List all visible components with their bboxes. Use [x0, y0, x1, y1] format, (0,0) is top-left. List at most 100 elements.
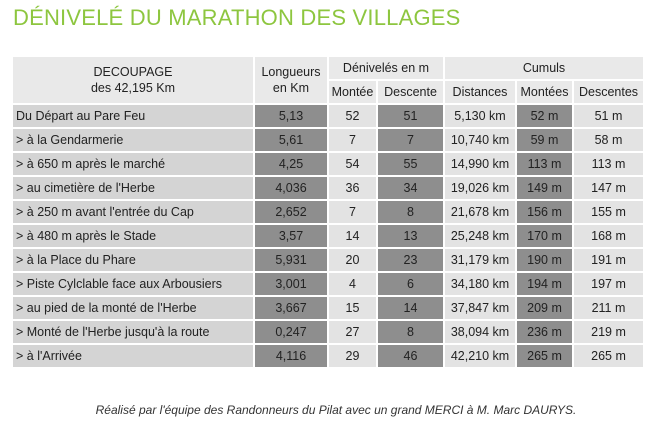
header-deniveles: Dénivelés en m: [329, 57, 443, 79]
table-row: Du Départ au Pare Feu 5,13 52 51 5,130 km 52 …: [13, 105, 643, 127]
row-distance: 25,248 km: [445, 225, 515, 247]
row-distance: 37,847 km: [445, 297, 515, 319]
row-label: > Monté de l'Herbe jusqu'à la route: [13, 321, 253, 343]
row-longueur: 3,57: [255, 225, 327, 247]
row-distance: 5,130 km: [445, 105, 515, 127]
row-distance: 38,094 km: [445, 321, 515, 343]
row-cum-montees: 149 m: [517, 177, 572, 199]
row-cum-descentes: 168 m: [574, 225, 643, 247]
header-row-1: DECOUPAGE des 42,195 Km Longueurs en Km …: [13, 57, 643, 103]
row-label: > à la Gendarmerie: [13, 129, 253, 151]
row-distance: 21,678 km: [445, 201, 515, 223]
row-cum-montees: 113 m: [517, 153, 572, 175]
row-label: > à l'Arrivée: [13, 345, 253, 367]
header-longueurs-line1: Longueurs: [261, 65, 321, 79]
row-longueur: 4,25: [255, 153, 327, 175]
row-montee: 20: [329, 249, 376, 271]
table-row: > à 250 m avant l'entrée du Cap 2,652 7 8 21…: [13, 201, 643, 223]
row-cum-descentes: 155 m: [574, 201, 643, 223]
row-longueur: 0,247: [255, 321, 327, 343]
row-distance: 42,210 km: [445, 345, 515, 367]
row-label: > au pied de la monté de l'Herbe: [13, 297, 253, 319]
row-montee: 4: [329, 273, 376, 295]
table-row: > Piste Cylclable face aux Arbousiers 3,0…: [13, 273, 643, 295]
row-cum-montees: 194 m: [517, 273, 572, 295]
row-cum-descentes: 191 m: [574, 249, 643, 271]
row-cum-montees: 59 m: [517, 129, 572, 151]
row-montee: 27: [329, 321, 376, 343]
row-distance: 14,990 km: [445, 153, 515, 175]
row-cum-montees: 209 m: [517, 297, 572, 319]
header-longueurs-line2: en Km: [272, 81, 310, 95]
row-cum-descentes: 197 m: [574, 273, 643, 295]
row-montee: 15: [329, 297, 376, 319]
header-descente: Descente: [378, 81, 443, 103]
table-row: > Monté de l'Herbe jusqu'à la route 0,247…: [13, 321, 643, 343]
table-row: > à 480 m après le Stade 3,57 14 13 25,248 k…: [13, 225, 643, 247]
row-cum-descentes: 219 m: [574, 321, 643, 343]
header-decoupage-line1: DECOUPAGE: [93, 65, 173, 79]
header-distances: Distances: [445, 81, 515, 103]
table-row: > à 650 m après le marché 4,25 54 55 14,990 …: [13, 153, 643, 175]
row-cum-descentes: 58 m: [574, 129, 643, 151]
row-longueur: 5,61: [255, 129, 327, 151]
row-distance: 34,180 km: [445, 273, 515, 295]
row-cum-montees: 236 m: [517, 321, 572, 343]
header-montee: Montée: [329, 81, 376, 103]
row-label: > à 650 m après le marché: [13, 153, 253, 175]
row-cum-descentes: 113 m: [574, 153, 643, 175]
row-label: > au cimetière de l'Herbe: [13, 177, 253, 199]
row-cum-descentes: 147 m: [574, 177, 643, 199]
row-descente: 7: [378, 129, 443, 151]
row-montee: 52: [329, 105, 376, 127]
table-row: > au cimetière de l'Herbe 4,036 36 34 19,026…: [13, 177, 643, 199]
row-cum-montees: 156 m: [517, 201, 572, 223]
row-label: > à 250 m avant l'entrée du Cap: [13, 201, 253, 223]
row-cum-descentes: 211 m: [574, 297, 643, 319]
row-cum-montees: 190 m: [517, 249, 572, 271]
row-descente: 51: [378, 105, 443, 127]
row-longueur: 3,001: [255, 273, 327, 295]
row-longueur: 5,13: [255, 105, 327, 127]
row-cum-descentes: 51 m: [574, 105, 643, 127]
row-cum-montees: 170 m: [517, 225, 572, 247]
header-longueurs: Longueurs en Km: [255, 57, 327, 103]
table-row: > à l'Arrivée 4,116 29 46 42,210 km 265 m 265 …: [13, 345, 643, 367]
header-cumuls: Cumuls: [445, 57, 643, 79]
row-cum-montees: 52 m: [517, 105, 572, 127]
row-longueur: 2,652: [255, 201, 327, 223]
row-descente: 8: [378, 321, 443, 343]
row-descente: 34: [378, 177, 443, 199]
elevation-table: DECOUPAGE des 42,195 Km Longueurs en Km …: [11, 55, 645, 369]
row-longueur: 4,036: [255, 177, 327, 199]
header-descentes: Descentes: [574, 81, 643, 103]
row-descente: 23: [378, 249, 443, 271]
row-longueur: 5,931: [255, 249, 327, 271]
header-decoupage-line2: des 42,195 Km: [90, 81, 176, 95]
table-row: > à la Gendarmerie 5,61 7 7 10,740 km 59 m 58 …: [13, 129, 643, 151]
row-cum-descentes: 265 m: [574, 345, 643, 367]
row-cum-montees: 265 m: [517, 345, 572, 367]
row-label: Du Départ au Pare Feu: [13, 105, 253, 127]
row-distance: 19,026 km: [445, 177, 515, 199]
row-descente: 14: [378, 297, 443, 319]
header-montees: Montées: [517, 81, 572, 103]
table-row: > à la Place du Phare 5,931 20 23 31,179 km 1…: [13, 249, 643, 271]
footer-credit: Réalisé par l'équipe des Randonneurs du …: [95, 403, 577, 417]
row-descente: 6: [378, 273, 443, 295]
row-descente: 13: [378, 225, 443, 247]
row-descente: 55: [378, 153, 443, 175]
row-montee: 7: [329, 129, 376, 151]
row-descente: 46: [378, 345, 443, 367]
row-montee: 29: [329, 345, 376, 367]
row-label: > à 480 m après le Stade: [13, 225, 253, 247]
row-distance: 10,740 km: [445, 129, 515, 151]
row-label: > Piste Cylclable face aux Arbousiers: [13, 273, 253, 295]
row-label: > à la Place du Phare: [13, 249, 253, 271]
row-montee: 14: [329, 225, 376, 247]
header-decoupage: DECOUPAGE des 42,195 Km: [13, 57, 253, 103]
table-row: > au pied de la monté de l'Herbe 3,667 15 1…: [13, 297, 643, 319]
row-montee: 36: [329, 177, 376, 199]
row-montee: 54: [329, 153, 376, 175]
row-distance: 31,179 km: [445, 249, 515, 271]
